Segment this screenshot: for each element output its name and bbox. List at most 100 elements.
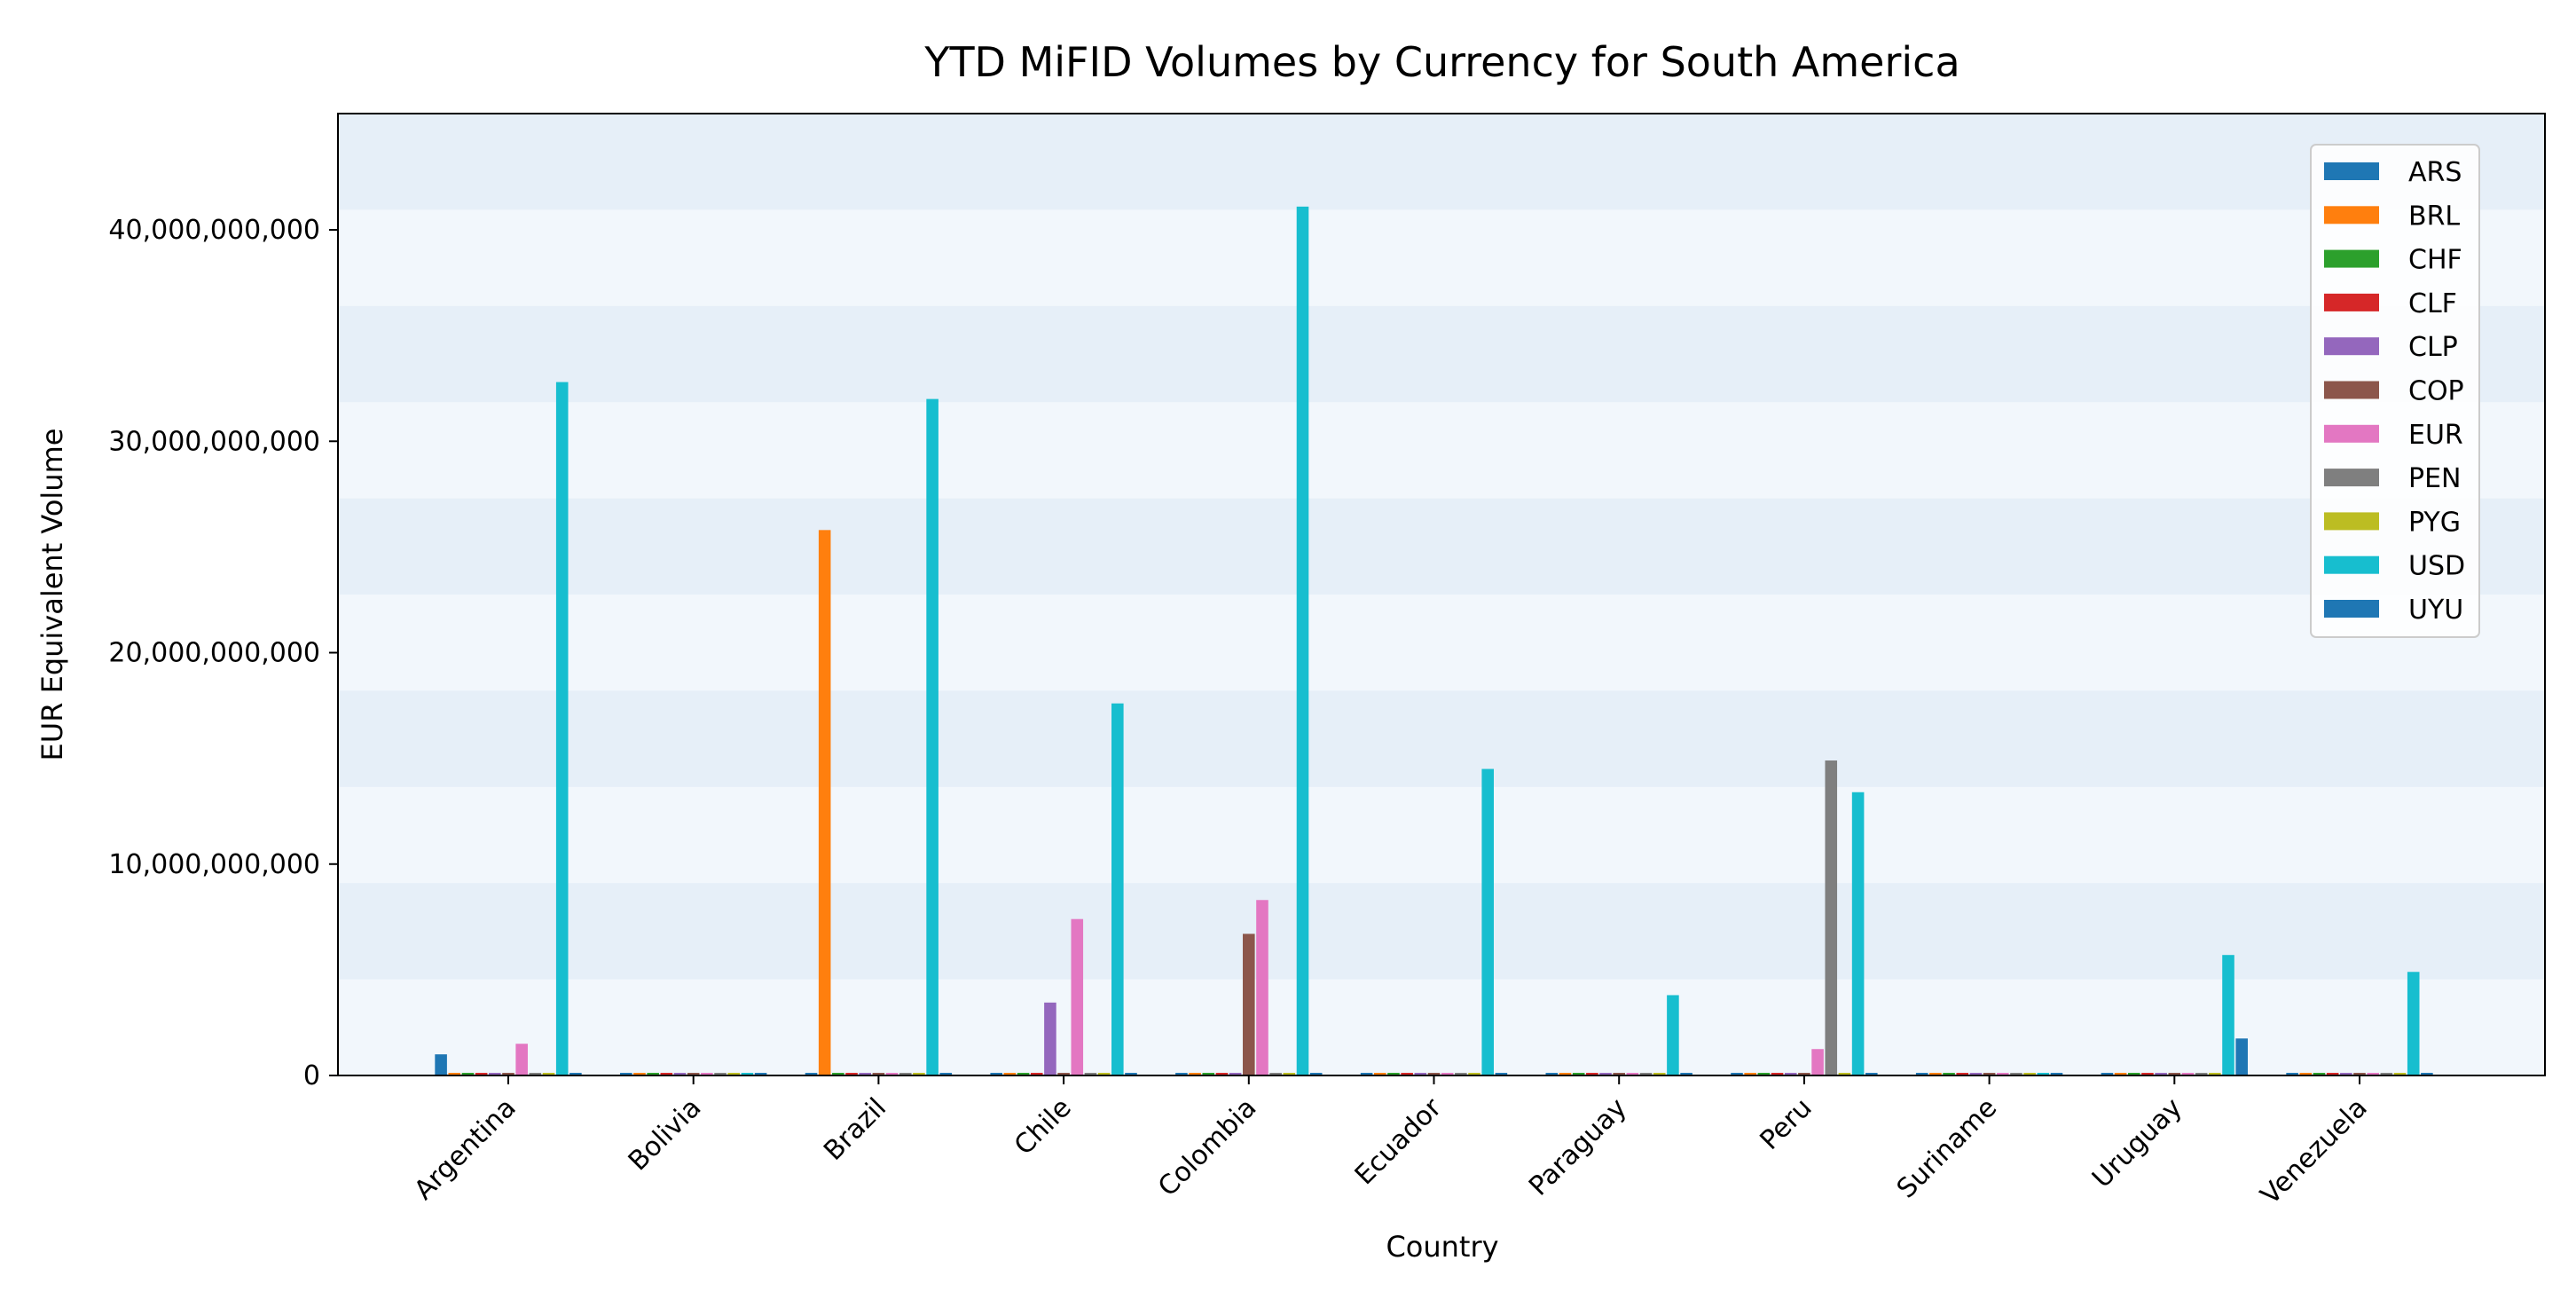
bar-chf-suriname — [1943, 1073, 1955, 1075]
legend-swatch-clp — [2324, 337, 2379, 356]
legend-label-usd: USD — [2408, 551, 2465, 582]
bar-chf-argentina — [461, 1073, 475, 1075]
legend-label-pen: PEN — [2408, 463, 2462, 494]
legend-swatch-ars — [2324, 162, 2379, 180]
bar-usd-brazil — [926, 398, 939, 1076]
bar-clp-paraguay — [1599, 1073, 1612, 1075]
y-axis-label: EUR Equivalent Volume — [35, 429, 69, 761]
bar-cop-bolivia — [687, 1073, 700, 1075]
bar-uyu-argentina — [569, 1073, 582, 1075]
bar-brl-colombia — [1189, 1073, 1201, 1075]
bar-brl-bolivia — [633, 1073, 646, 1075]
grid-band — [338, 305, 2545, 403]
legend-label-clp: CLP — [2408, 332, 2458, 363]
bar-brl-argentina — [448, 1073, 461, 1075]
bar-ars-venezuela — [2286, 1073, 2298, 1075]
bar-clf-argentina — [475, 1073, 488, 1075]
bar-pen-brazil — [899, 1073, 912, 1075]
bar-cop-paraguay — [1613, 1073, 1625, 1075]
bar-brl-ecuador — [1373, 1073, 1386, 1075]
bar-eur-suriname — [1996, 1073, 2009, 1075]
bar-cop-chile — [1057, 1073, 1070, 1075]
bar-pen-ecuador — [1455, 1073, 1467, 1075]
bar-clf-suriname — [1956, 1073, 1969, 1075]
bar-pyg-suriname — [2023, 1073, 2036, 1075]
y-tick-label: 0 — [303, 1060, 320, 1091]
chart-title: YTD MiFID Volumes by Currency for South … — [923, 38, 1959, 86]
bar-clf-venezuela — [2326, 1073, 2339, 1075]
bar-eur-colombia — [1256, 900, 1268, 1075]
bar-pen-paraguay — [1639, 1073, 1653, 1075]
plot-frame — [337, 113, 2546, 1076]
bars-layer — [435, 206, 2433, 1076]
bar-brl-venezuela — [2299, 1073, 2313, 1075]
bar-brl-uruguay — [2114, 1073, 2127, 1075]
legend-label-clf: CLF — [2408, 288, 2457, 319]
legend-label-brl: BRL — [2408, 201, 2460, 232]
bar-clp-argentina — [489, 1073, 501, 1075]
bar-clp-bolivia — [673, 1073, 687, 1075]
bar-cop-argentina — [502, 1073, 514, 1075]
y-axis: 0 10,000,000,000 20,000,000,000 30,000,000,… — [108, 215, 338, 1091]
bar-brl-peru — [1744, 1073, 1756, 1075]
bar-clf-bolivia — [660, 1073, 673, 1075]
bar-clf-brazil — [845, 1073, 858, 1075]
grid-band — [338, 883, 2545, 980]
bar-pyg-colombia — [1283, 1073, 1296, 1075]
bar-uyu-suriname — [2050, 1073, 2063, 1075]
bar-chf-chile — [1017, 1073, 1030, 1075]
bar-ars-uruguay — [2101, 1073, 2114, 1075]
legend-label-ars: ARS — [2408, 157, 2462, 188]
bar-uyu-peru — [1865, 1073, 1878, 1075]
bar-ars-bolivia — [620, 1073, 632, 1075]
bar-uyu-bolivia — [754, 1073, 767, 1075]
bar-brl-chile — [1003, 1073, 1017, 1075]
bar-usd-bolivia — [741, 1073, 754, 1075]
legend-swatch-usd — [2324, 555, 2379, 574]
grid-band — [338, 690, 2545, 787]
bar-pyg-uruguay — [2209, 1073, 2221, 1075]
bar-cop-venezuela — [2353, 1073, 2366, 1075]
legend-swatch-eur — [2324, 424, 2379, 443]
bar-eur-paraguay — [1626, 1073, 1639, 1075]
legend-swatch-cop — [2324, 381, 2379, 399]
bar-clf-colombia — [1215, 1073, 1229, 1075]
bar-clp-peru — [1784, 1073, 1797, 1075]
bar-clp-colombia — [1229, 1073, 1242, 1075]
bar-cop-suriname — [1983, 1073, 1996, 1075]
x-axis-label: Country — [1386, 1230, 1498, 1264]
bar-uyu-uruguay — [2235, 1038, 2248, 1075]
bar-clf-uruguay — [2141, 1073, 2154, 1075]
bar-pyg-peru — [1838, 1073, 1851, 1075]
bar-cop-brazil — [872, 1073, 885, 1075]
y-tick-label: 20,000,000,000 — [108, 638, 320, 669]
bar-usd-ecuador — [1481, 768, 1495, 1075]
legend-label-chf: CHF — [2408, 245, 2462, 276]
bar-clp-chile — [1044, 1002, 1056, 1075]
bar-eur-argentina — [515, 1044, 528, 1075]
bar-ars-peru — [1731, 1073, 1743, 1075]
bar-usd-paraguay — [1667, 995, 1679, 1075]
bar-pyg-venezuela — [2393, 1073, 2407, 1075]
bar-ars-ecuador — [1360, 1073, 1373, 1075]
bar-brl-brazil — [818, 530, 831, 1075]
bar-uyu-paraguay — [1680, 1073, 1692, 1075]
bar-usd-uruguay — [2222, 955, 2234, 1075]
legend-swatch-uyu — [2324, 600, 2379, 618]
legend-swatch-pen — [2324, 469, 2379, 487]
grid-band — [338, 114, 2545, 210]
bar-chf-paraguay — [1572, 1073, 1585, 1075]
bar-clf-peru — [1771, 1073, 1784, 1075]
bar-ars-argentina — [435, 1054, 447, 1075]
bar-eur-bolivia — [701, 1073, 713, 1075]
bar-clp-ecuador — [1414, 1073, 1427, 1075]
legend-label-uyu: UYU — [2408, 595, 2463, 626]
bar-pyg-argentina — [542, 1073, 555, 1075]
bar-clp-suriname — [1969, 1073, 1983, 1075]
grid-band — [338, 498, 2545, 595]
bar-pen-argentina — [529, 1073, 542, 1075]
bar-pen-uruguay — [2195, 1073, 2208, 1075]
bar-pen-peru — [1825, 760, 1838, 1075]
bar-usd-venezuela — [2407, 972, 2420, 1075]
